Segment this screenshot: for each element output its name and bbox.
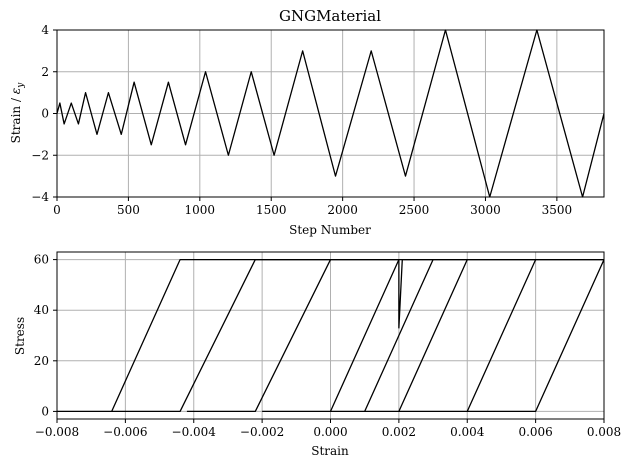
x-tick-label: 1000 (185, 203, 216, 217)
top-x-axis-label: Step Number (289, 223, 371, 237)
y-tick-label: 40 (34, 303, 49, 317)
x-tick-label: 0.000 (313, 425, 347, 439)
bottom-y-axis-label: Stress (13, 317, 27, 355)
x-tick-label: 0.004 (450, 425, 485, 439)
y-tick-label: −2 (31, 148, 49, 162)
x-tick-label: −0.002 (240, 425, 284, 439)
y-tick-label: 20 (34, 354, 49, 368)
x-tick-label: 0.002 (382, 425, 416, 439)
y-tick-label: −4 (31, 190, 49, 204)
series-line (398, 258, 604, 413)
series-line (330, 258, 468, 413)
top-grid (56, 29, 604, 198)
top-series (56, 29, 605, 198)
y-tick-label: 0 (41, 404, 49, 418)
x-tick-label: 3500 (542, 203, 573, 217)
bottom-x-axis-label: Strain (311, 444, 349, 458)
x-tick-label: 0.006 (518, 425, 552, 439)
x-tick-label: 3000 (470, 203, 501, 217)
x-tick-label: 1500 (256, 203, 287, 217)
x-tick-label: −0.008 (35, 425, 79, 439)
y-tick-label: 2 (41, 65, 49, 79)
top-y-axis-label: Strain / εy (9, 82, 26, 144)
series-line (186, 258, 434, 413)
y-tick-label: 60 (34, 253, 49, 267)
x-tick-label: 0.008 (587, 425, 621, 439)
y-tick-label: 4 (41, 23, 49, 37)
bottom-grid (56, 252, 605, 419)
top-ticks: 0 500 1000 1500 2000 2500 3000 3500 −4 −2 0 2 4 (31, 23, 572, 217)
x-tick-label: −0.004 (172, 425, 217, 439)
series-line (364, 258, 536, 413)
series-line (56, 29, 605, 198)
y-tick-label: 0 (41, 107, 49, 121)
bottom-series (57, 258, 605, 413)
x-tick-label: 2500 (399, 203, 430, 217)
bottom-ticks: −0.008 −0.006 −0.004 −0.002 0.000 0.002 0.004 0… (34, 253, 621, 439)
x-tick-label: 2000 (327, 203, 358, 217)
series-line (467, 259, 605, 413)
x-tick-label: 0 (53, 203, 61, 217)
series-line (111, 258, 331, 413)
chart-title: GNGMaterial (279, 7, 381, 25)
x-tick-label: 500 (117, 203, 140, 217)
x-tick-label: −0.006 (103, 425, 147, 439)
